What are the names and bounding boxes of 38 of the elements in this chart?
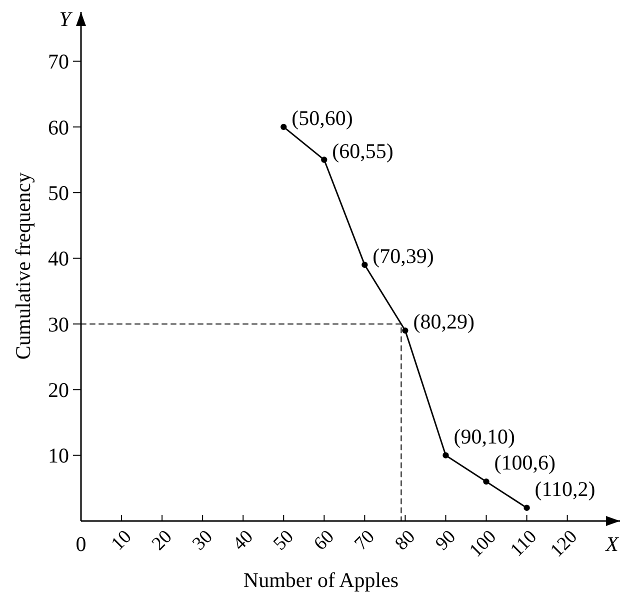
annotation: (70,39) (372, 244, 434, 268)
annotation: (100,6) (494, 450, 556, 475)
point (524, 504, 530, 511)
x-tick-label: 40 (229, 526, 258, 555)
x-tick-label: 50 (270, 526, 298, 555)
y-tick-label: 40 (48, 246, 69, 271)
y-tick-label: 70 (48, 50, 69, 74)
annotation: (110,2) (534, 476, 596, 501)
y-tick-label: 10 (48, 444, 69, 468)
point (362, 262, 368, 268)
x-axis-title: Number of Apples (243, 568, 399, 592)
annotation: (90,10) (454, 424, 515, 448)
x-tick-label: 20 (148, 526, 176, 555)
point (402, 327, 408, 334)
x-tick-label: 10 (107, 526, 136, 555)
x-tick-label: 70 (350, 526, 379, 555)
annotation: (60,55) (332, 138, 394, 163)
y-tick-label: 30 (48, 312, 69, 336)
annotation: (50,60) (292, 106, 353, 130)
x-tick-label: 100 (466, 526, 500, 562)
text: Y (59, 7, 74, 31)
x-tick-label: 110 (506, 526, 542, 561)
text: 0 (76, 532, 86, 556)
y-tick-label: 20 (48, 378, 69, 402)
point (321, 156, 328, 163)
y-axis-title: Cumulative frequency (11, 172, 35, 360)
x-tick-label: 120 (546, 526, 582, 562)
point (442, 452, 449, 458)
x-tick-label: 80 (391, 526, 420, 555)
x-tick-label: 90 (432, 526, 460, 555)
x-tick-label: 60 (310, 526, 338, 555)
y-tick-label: 60 (48, 115, 69, 140)
point (483, 478, 490, 485)
text: X (604, 532, 620, 556)
x-tick-label: 30 (188, 526, 217, 555)
point (280, 124, 287, 130)
annotation: (80,29) (413, 310, 474, 334)
y-tick-label: 50 (48, 180, 69, 205)
